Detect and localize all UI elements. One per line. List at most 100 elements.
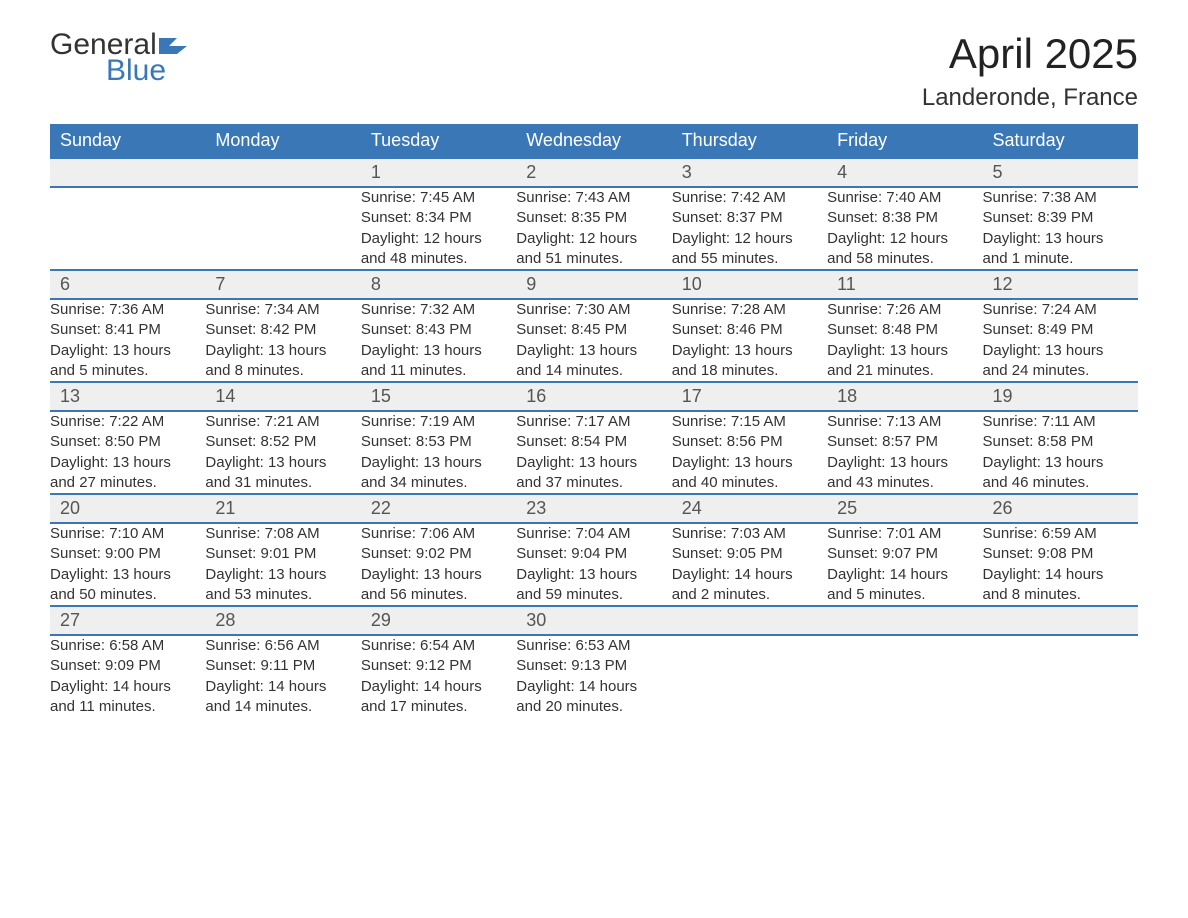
daylight-line: Daylight: 13 hours xyxy=(361,565,516,585)
day-number: 7 xyxy=(205,271,360,298)
day-number: 29 xyxy=(361,607,516,634)
sunset-line: Sunset: 8:42 PM xyxy=(205,320,360,340)
day-number-cell: 27 xyxy=(50,606,205,635)
daylight-line: and 5 minutes. xyxy=(827,585,982,605)
header: General Blue April 2025 Landeronde, Fran… xyxy=(50,30,1138,112)
day-number-cell: 10 xyxy=(672,270,827,299)
day-number-cell: 26 xyxy=(983,494,1138,523)
sunset-line: Sunset: 8:46 PM xyxy=(672,320,827,340)
day-detail-cell xyxy=(983,635,1138,717)
daynum-row: 6789101112 xyxy=(50,270,1138,299)
sunset-line: Sunset: 8:54 PM xyxy=(516,432,671,452)
daylight-line: Daylight: 14 hours xyxy=(361,677,516,697)
daylight-line: and 8 minutes. xyxy=(205,361,360,381)
daylight-line: and 11 minutes. xyxy=(50,697,205,717)
day-detail-cell: Sunrise: 7:13 AMSunset: 8:57 PMDaylight:… xyxy=(827,411,982,494)
weekday-header: Monday xyxy=(205,124,360,158)
sunset-line: Sunset: 9:12 PM xyxy=(361,656,516,676)
day-number-cell: 12 xyxy=(983,270,1138,299)
daylight-line: and 17 minutes. xyxy=(361,697,516,717)
day-number-cell: 4 xyxy=(827,158,982,187)
day-number: 23 xyxy=(516,495,671,522)
daylight-line: Daylight: 13 hours xyxy=(516,565,671,585)
weekday-header: Wednesday xyxy=(516,124,671,158)
day-number: 26 xyxy=(983,495,1138,522)
day-number-cell: 1 xyxy=(361,158,516,187)
day-number-cell: 6 xyxy=(50,270,205,299)
daylight-line: and 46 minutes. xyxy=(983,473,1138,493)
day-number-cell: 28 xyxy=(205,606,360,635)
sunset-line: Sunset: 9:11 PM xyxy=(205,656,360,676)
day-number: 21 xyxy=(205,495,360,522)
day-number-cell xyxy=(50,158,205,187)
day-number-cell: 20 xyxy=(50,494,205,523)
sunrise-line: Sunrise: 7:04 AM xyxy=(516,524,671,544)
daylight-line: and 31 minutes. xyxy=(205,473,360,493)
day-number-cell: 22 xyxy=(361,494,516,523)
calendar-table: Sunday Monday Tuesday Wednesday Thursday… xyxy=(50,124,1138,717)
daylight-line: Daylight: 13 hours xyxy=(672,453,827,473)
sunrise-line: Sunrise: 7:03 AM xyxy=(672,524,827,544)
day-number: 5 xyxy=(983,159,1138,186)
logo-word2: Blue xyxy=(106,56,187,86)
daylight-line: Daylight: 12 hours xyxy=(827,229,982,249)
day-number-cell xyxy=(205,158,360,187)
daylight-line: and 59 minutes. xyxy=(516,585,671,605)
day-number-cell: 29 xyxy=(361,606,516,635)
weekday-header: Tuesday xyxy=(361,124,516,158)
day-number-cell xyxy=(983,606,1138,635)
daylight-line: and 37 minutes. xyxy=(516,473,671,493)
day-number-cell: 17 xyxy=(672,382,827,411)
day-number: 9 xyxy=(516,271,671,298)
daylight-line: Daylight: 13 hours xyxy=(50,453,205,473)
daylight-line: and 58 minutes. xyxy=(827,249,982,269)
daylight-line: Daylight: 14 hours xyxy=(50,677,205,697)
sunrise-line: Sunrise: 7:15 AM xyxy=(672,412,827,432)
day-number-cell: 15 xyxy=(361,382,516,411)
day-number: 10 xyxy=(672,271,827,298)
day-detail-cell: Sunrise: 7:17 AMSunset: 8:54 PMDaylight:… xyxy=(516,411,671,494)
daylight-line: Daylight: 12 hours xyxy=(361,229,516,249)
sunrise-line: Sunrise: 7:21 AM xyxy=(205,412,360,432)
sunset-line: Sunset: 8:50 PM xyxy=(50,432,205,452)
day-number-cell: 30 xyxy=(516,606,671,635)
weekday-header-row: Sunday Monday Tuesday Wednesday Thursday… xyxy=(50,124,1138,158)
day-detail-cell: Sunrise: 7:36 AMSunset: 8:41 PMDaylight:… xyxy=(50,299,205,382)
sunset-line: Sunset: 9:02 PM xyxy=(361,544,516,564)
daylight-line: and 2 minutes. xyxy=(672,585,827,605)
sunset-line: Sunset: 9:01 PM xyxy=(205,544,360,564)
daylight-line: and 50 minutes. xyxy=(50,585,205,605)
sunset-line: Sunset: 8:37 PM xyxy=(672,208,827,228)
day-number: 24 xyxy=(672,495,827,522)
daylight-line: Daylight: 13 hours xyxy=(205,341,360,361)
day-number: 11 xyxy=(827,271,982,298)
daylight-line: and 40 minutes. xyxy=(672,473,827,493)
sunset-line: Sunset: 9:04 PM xyxy=(516,544,671,564)
detail-row: Sunrise: 7:45 AMSunset: 8:34 PMDaylight:… xyxy=(50,187,1138,270)
sunrise-line: Sunrise: 7:45 AM xyxy=(361,188,516,208)
day-number-cell xyxy=(672,606,827,635)
day-number: 4 xyxy=(827,159,982,186)
day-number: 17 xyxy=(672,383,827,410)
daylight-line: and 55 minutes. xyxy=(672,249,827,269)
daynum-row: 27282930 xyxy=(50,606,1138,635)
daylight-line: Daylight: 13 hours xyxy=(516,341,671,361)
day-detail-cell: Sunrise: 7:15 AMSunset: 8:56 PMDaylight:… xyxy=(672,411,827,494)
detail-row: Sunrise: 6:58 AMSunset: 9:09 PMDaylight:… xyxy=(50,635,1138,717)
day-number: 18 xyxy=(827,383,982,410)
sunrise-line: Sunrise: 7:43 AM xyxy=(516,188,671,208)
day-detail-cell xyxy=(827,635,982,717)
sunrise-line: Sunrise: 7:01 AM xyxy=(827,524,982,544)
daylight-line: Daylight: 12 hours xyxy=(516,229,671,249)
weekday-header: Saturday xyxy=(983,124,1138,158)
day-detail-cell: Sunrise: 7:38 AMSunset: 8:39 PMDaylight:… xyxy=(983,187,1138,270)
daylight-line: Daylight: 14 hours xyxy=(983,565,1138,585)
sunset-line: Sunset: 8:43 PM xyxy=(361,320,516,340)
day-detail-cell: Sunrise: 7:26 AMSunset: 8:48 PMDaylight:… xyxy=(827,299,982,382)
daylight-line: Daylight: 13 hours xyxy=(205,565,360,585)
sunset-line: Sunset: 8:34 PM xyxy=(361,208,516,228)
daylight-line: and 56 minutes. xyxy=(361,585,516,605)
sunset-line: Sunset: 8:39 PM xyxy=(983,208,1138,228)
day-number-cell xyxy=(827,606,982,635)
daylight-line: and 20 minutes. xyxy=(516,697,671,717)
